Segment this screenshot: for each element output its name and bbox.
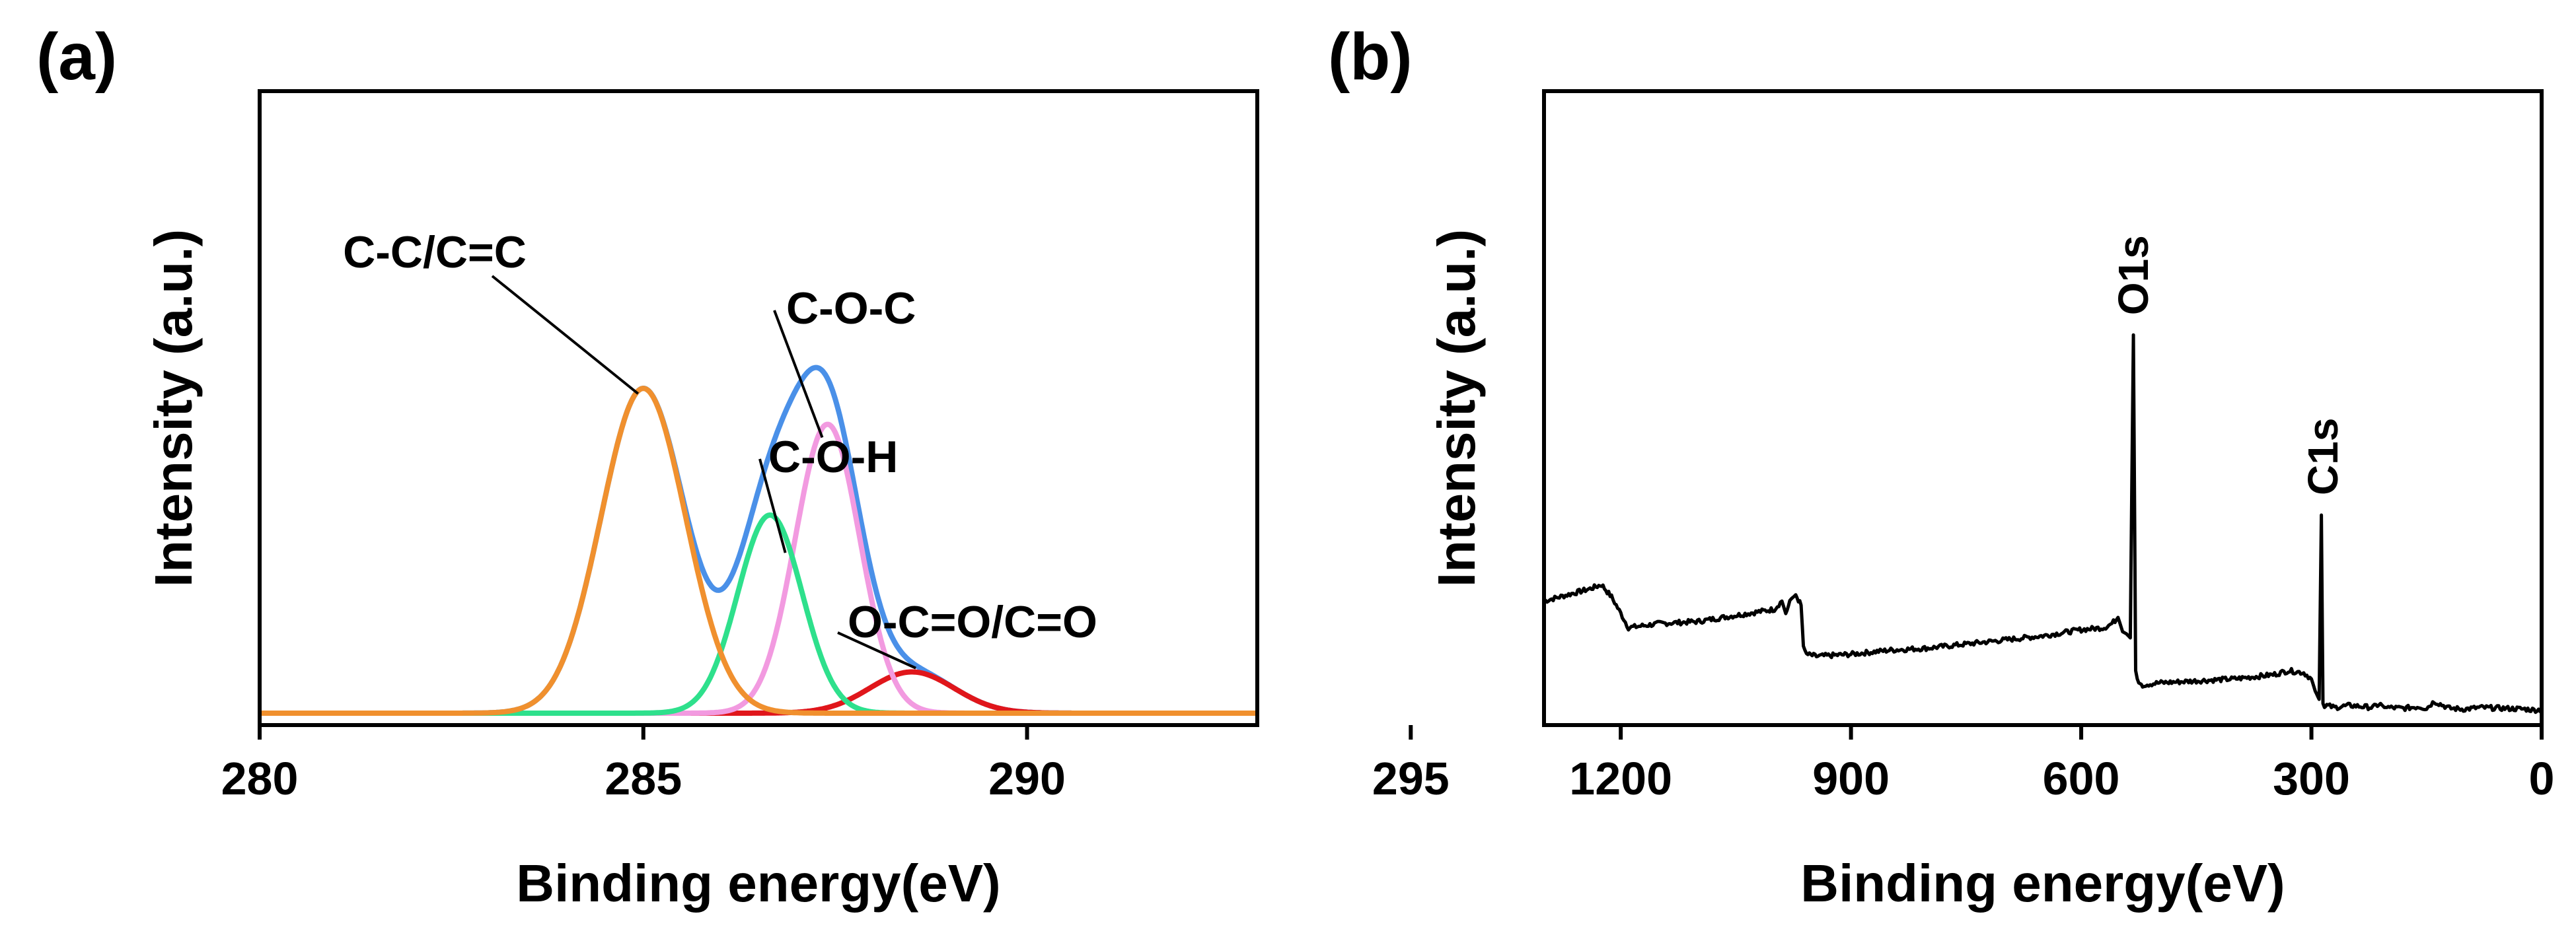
x-tick-label-280: 280 (221, 753, 299, 804)
leader-c-c (491, 275, 640, 395)
x-tick-label-0: 0 (2529, 753, 2555, 804)
peak-label-c1s: C1s (2299, 418, 2347, 495)
x-tick-label-285: 285 (605, 753, 682, 804)
series-c-c-c-c (258, 386, 1259, 716)
leader-c-o-c (773, 310, 824, 438)
peak-label-o1s: O1s (2110, 235, 2157, 315)
leader-c-o-h (758, 458, 787, 553)
panel-b-curves (1543, 333, 2543, 714)
x-tick-label-295: 295 (1372, 753, 1450, 804)
x-tick-label-1200: 1200 (1569, 753, 1672, 804)
series-survey (1543, 333, 2543, 714)
leader-o-c-o (837, 631, 916, 670)
panel-a-y-axis-title: Intensity (a.u.) (144, 229, 203, 587)
panel-b: (b) 1200 900 600 300 0 Binding energy(eV) In… (1328, 20, 2554, 913)
panel-b-x-axis-title: Binding energy(eV) (1800, 854, 2285, 913)
panel-a-frame (258, 89, 1259, 727)
annotation-c-c: C-C/C=C (343, 227, 527, 277)
panel-b-label: (b) (1328, 20, 1413, 94)
x-tick-label-290: 290 (988, 753, 1066, 804)
panel-b-annotations: O1s C1s (2110, 235, 2347, 495)
panel-a-x-ticks: 280 285 290 295 (221, 725, 1450, 804)
annotation-o-c-o: O-C=O/C=O (848, 597, 1097, 647)
panel-b-y-axis-title: Intensity (a.u.) (1427, 229, 1486, 587)
panel-a-annotations: C-C/C=C C-O-C C-O-H O-C=O/C=O (343, 227, 1097, 670)
x-tick-label-900: 900 (1812, 753, 1890, 804)
annotation-c-o-c: C-O-C (786, 283, 916, 333)
panel-b-frame (1542, 89, 2544, 727)
panel-a-x-axis-title: Binding energy(eV) (516, 854, 1000, 913)
x-tick-label-600: 600 (2043, 753, 2120, 804)
series-c-o-c (258, 421, 1259, 716)
panel-a-label: (a) (36, 20, 117, 94)
annotation-c-o-h: C-O-H (768, 432, 898, 482)
series-envelope (258, 365, 1259, 716)
panel-b-x-ticks: 1200 900 600 300 0 (1569, 725, 2554, 804)
panel-a-curves (258, 365, 1259, 716)
x-tick-label-300: 300 (2273, 753, 2350, 804)
panel-a: (a) 280 285 290 295 Binding energy(eV) Inte… (36, 20, 1450, 913)
